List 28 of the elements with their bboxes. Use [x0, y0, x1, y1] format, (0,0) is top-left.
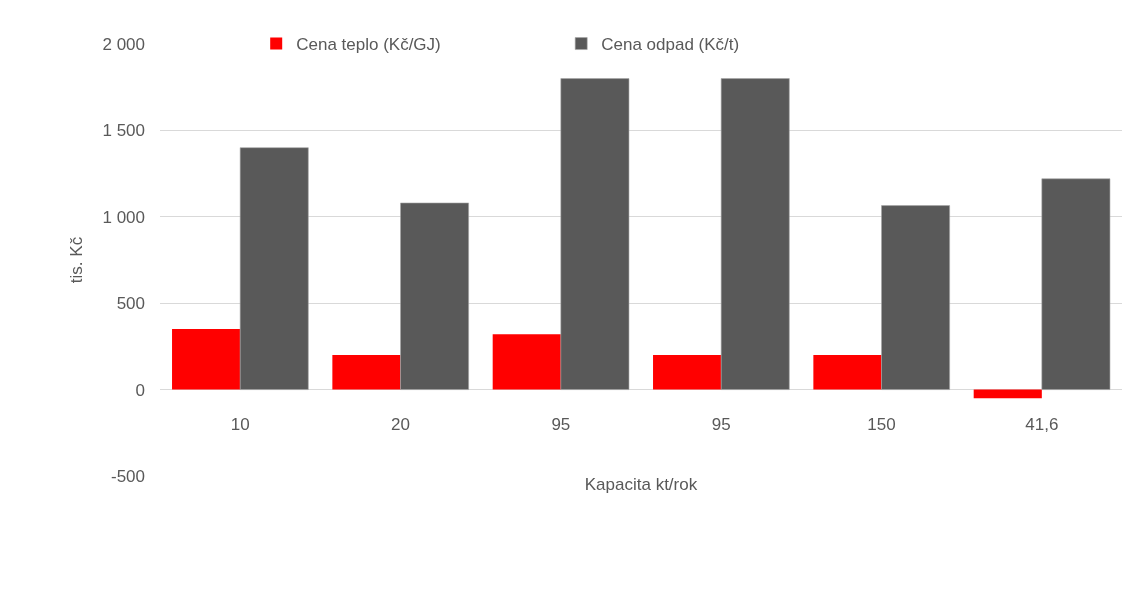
x-tick-label: 95 [711, 414, 731, 434]
bar [653, 355, 722, 390]
x-tick-label: 41,6 [1025, 414, 1059, 434]
bar [973, 389, 1042, 399]
y-tick-label: -500 [110, 466, 145, 486]
bar [1041, 178, 1111, 390]
bar [881, 205, 950, 390]
bar [813, 355, 882, 390]
bar [560, 78, 630, 390]
y-tick-label: 1 500 [102, 121, 145, 141]
bar [239, 147, 309, 390]
y-tick-label: 1 000 [102, 207, 145, 227]
x-tick-label: 10 [230, 414, 250, 434]
bar [332, 355, 401, 390]
y-tick-label: 500 [116, 294, 145, 314]
y-tick-label: 0 [135, 380, 145, 400]
y-tick-label: 2 000 [102, 34, 145, 54]
x-tick-label: 20 [391, 414, 410, 434]
bar [400, 202, 469, 390]
y-axis-title: tis. Kč [67, 236, 86, 284]
bar [720, 78, 790, 390]
legend-label: Cena odpad (Kč/t) [601, 35, 740, 55]
x-tick-label: 150 [867, 414, 896, 434]
bar [492, 334, 561, 390]
x-tick-label: 95 [551, 414, 571, 434]
x-axis-title: Kapacita kt/rok [584, 475, 698, 494]
bar [172, 329, 241, 390]
legend-label: Cena teplo (Kč/GJ) [296, 35, 441, 55]
